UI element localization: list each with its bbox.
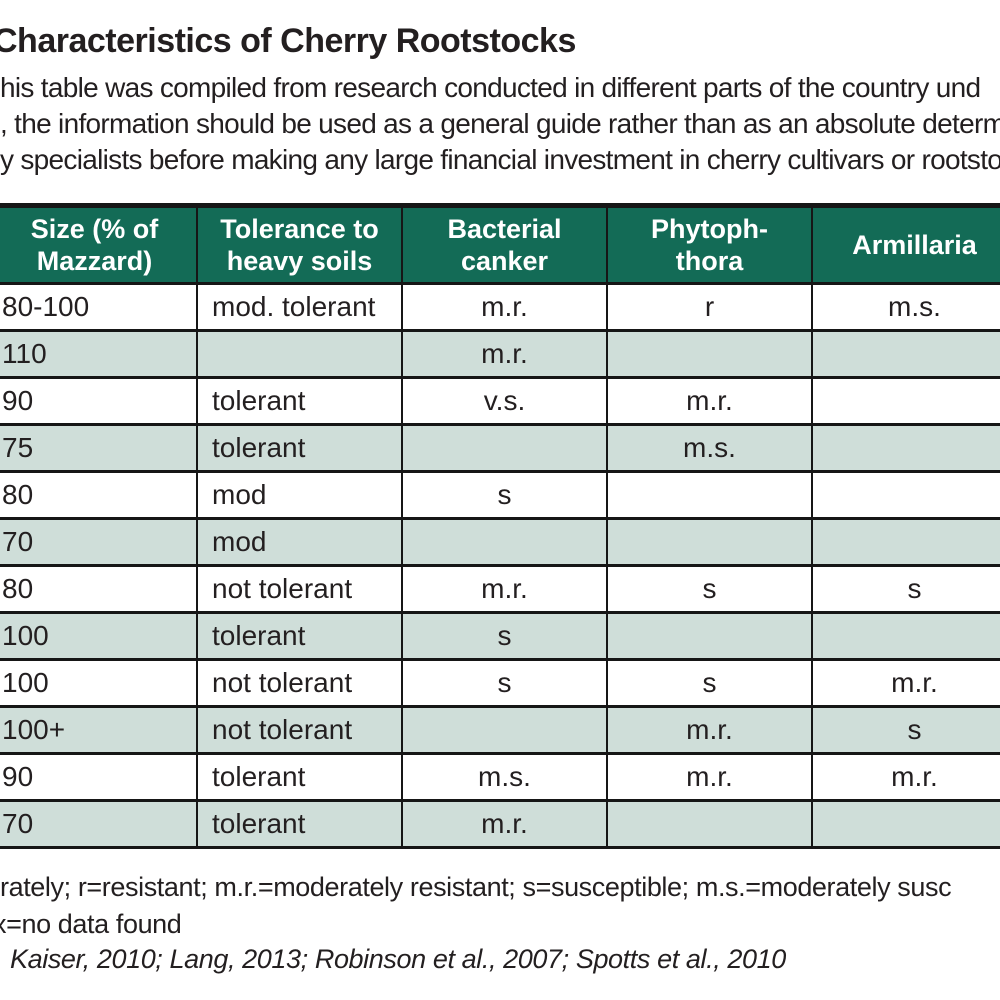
cell-bacterial-canker: m.r. xyxy=(401,329,608,379)
table-row: 100 tolerant s xyxy=(0,611,1000,661)
cell-phytophthora: m.s. xyxy=(606,423,813,473)
legend-line-1: rately; r=resistant; m.r.=moderately res… xyxy=(0,872,952,902)
cell-size: 110 xyxy=(0,329,198,379)
cell-size: 70 xyxy=(0,799,198,849)
cell-tolerance xyxy=(196,329,403,379)
col-header-phytophthora: Phytoph- thora xyxy=(606,204,813,285)
cell-bacterial-canker: m.r. xyxy=(401,799,608,849)
sources-citation: Kaiser, 2010; Lang, 2013; Robinson et al… xyxy=(10,944,786,974)
cell-size: 70 xyxy=(0,517,198,567)
cell-armillaria xyxy=(811,611,1000,661)
cell-size: 90 xyxy=(0,752,198,802)
cell-bacterial-canker xyxy=(401,423,608,473)
cell-tolerance: not tolerant xyxy=(196,658,403,708)
cell-armillaria xyxy=(811,470,1000,520)
cell-phytophthora xyxy=(606,517,813,567)
cell-bacterial-canker: s xyxy=(401,611,608,661)
cell-tolerance: tolerant xyxy=(196,423,403,473)
table-row: 90 tolerant m.s. m.r. m.r. xyxy=(0,752,1000,802)
cell-size: 75 xyxy=(0,423,198,473)
cell-armillaria: m.r. xyxy=(811,658,1000,708)
cell-tolerance: tolerant xyxy=(196,799,403,849)
cell-bacterial-canker: m.r. xyxy=(401,564,608,614)
cell-phytophthora xyxy=(606,470,813,520)
cell-size: 100 xyxy=(0,611,198,661)
cell-tolerance: not tolerant xyxy=(196,564,403,614)
intro-paragraph: his table was compiled from research con… xyxy=(0,70,1000,178)
cherry-rootstock-table: Size (% of Mazzard) Tolerance to heavy s… xyxy=(0,203,1000,849)
cell-size: 100+ xyxy=(0,705,198,755)
cell-size: 90 xyxy=(0,376,198,426)
table-row: 70 tolerant m.r. xyxy=(0,799,1000,849)
cell-armillaria: m.r. xyxy=(811,752,1000,802)
cell-bacterial-canker: s xyxy=(401,470,608,520)
cell-tolerance: mod xyxy=(196,470,403,520)
cell-phytophthora xyxy=(606,799,813,849)
table-row: 100+ not tolerant m.r. s xyxy=(0,705,1000,755)
col-header-size: Size (% of Mazzard) xyxy=(0,204,198,285)
cell-size: 80 xyxy=(0,470,198,520)
cell-tolerance: not tolerant xyxy=(196,705,403,755)
table-row: 80 mod s xyxy=(0,470,1000,520)
cell-bacterial-canker: m.s. xyxy=(401,752,608,802)
cell-phytophthora: r xyxy=(606,282,813,332)
col-header-tolerance: Tolerance to heavy soils xyxy=(196,204,403,285)
table-row: 80 not tolerant m.r. s s xyxy=(0,564,1000,614)
cell-phytophthora: s xyxy=(606,564,813,614)
intro-line-3: y specialists before making any large fi… xyxy=(0,144,1000,175)
cell-armillaria: m.s. xyxy=(811,282,1000,332)
intro-line-1: his table was compiled from research con… xyxy=(0,72,981,103)
intro-line-2: , the information should be used as a ge… xyxy=(0,108,1000,139)
col-header-armillaria: Armillaria xyxy=(811,204,1000,285)
cell-armillaria xyxy=(811,799,1000,849)
page-title: Characteristics of Cherry Rootstocks xyxy=(0,22,576,60)
cell-armillaria: s xyxy=(811,705,1000,755)
legend-footnote: rately; r=resistant; m.r.=moderately res… xyxy=(0,869,952,943)
cell-armillaria: s xyxy=(811,564,1000,614)
cell-tolerance: mod xyxy=(196,517,403,567)
cell-tolerance: mod. tolerant xyxy=(196,282,403,332)
cell-bacterial-canker xyxy=(401,517,608,567)
cell-tolerance: tolerant xyxy=(196,752,403,802)
cell-phytophthora xyxy=(606,611,813,661)
table-row: 75 tolerant m.s. xyxy=(0,423,1000,473)
cell-size: 100 xyxy=(0,658,198,708)
cell-tolerance: tolerant xyxy=(196,611,403,661)
cell-phytophthora: s xyxy=(606,658,813,708)
cell-armillaria xyxy=(811,376,1000,426)
table-row: 80-100 mod. tolerant m.r. r m.s. xyxy=(0,282,1000,332)
table-header-row: Size (% of Mazzard) Tolerance to heavy s… xyxy=(0,204,1000,285)
cell-phytophthora: m.r. xyxy=(606,752,813,802)
cell-tolerance: tolerant xyxy=(196,376,403,426)
table-row: 110 m.r. xyxy=(0,329,1000,379)
cell-phytophthora xyxy=(606,329,813,379)
table-row: 90 tolerant v.s. m.r. xyxy=(0,376,1000,426)
cell-size: 80 xyxy=(0,564,198,614)
cell-armillaria xyxy=(811,517,1000,567)
legend-line-2: x=no data found xyxy=(0,909,182,939)
table-row: 100 not tolerant s s m.r. xyxy=(0,658,1000,708)
cell-bacterial-canker: v.s. xyxy=(401,376,608,426)
cell-size: 80-100 xyxy=(0,282,198,332)
cell-phytophthora: m.r. xyxy=(606,705,813,755)
cell-bacterial-canker: s xyxy=(401,658,608,708)
cell-phytophthora: m.r. xyxy=(606,376,813,426)
cell-bacterial-canker xyxy=(401,705,608,755)
cell-bacterial-canker: m.r. xyxy=(401,282,608,332)
cell-armillaria xyxy=(811,329,1000,379)
col-header-bacterial-canker: Bacterial canker xyxy=(401,204,608,285)
table-row: 70 mod xyxy=(0,517,1000,567)
cell-armillaria xyxy=(811,423,1000,473)
